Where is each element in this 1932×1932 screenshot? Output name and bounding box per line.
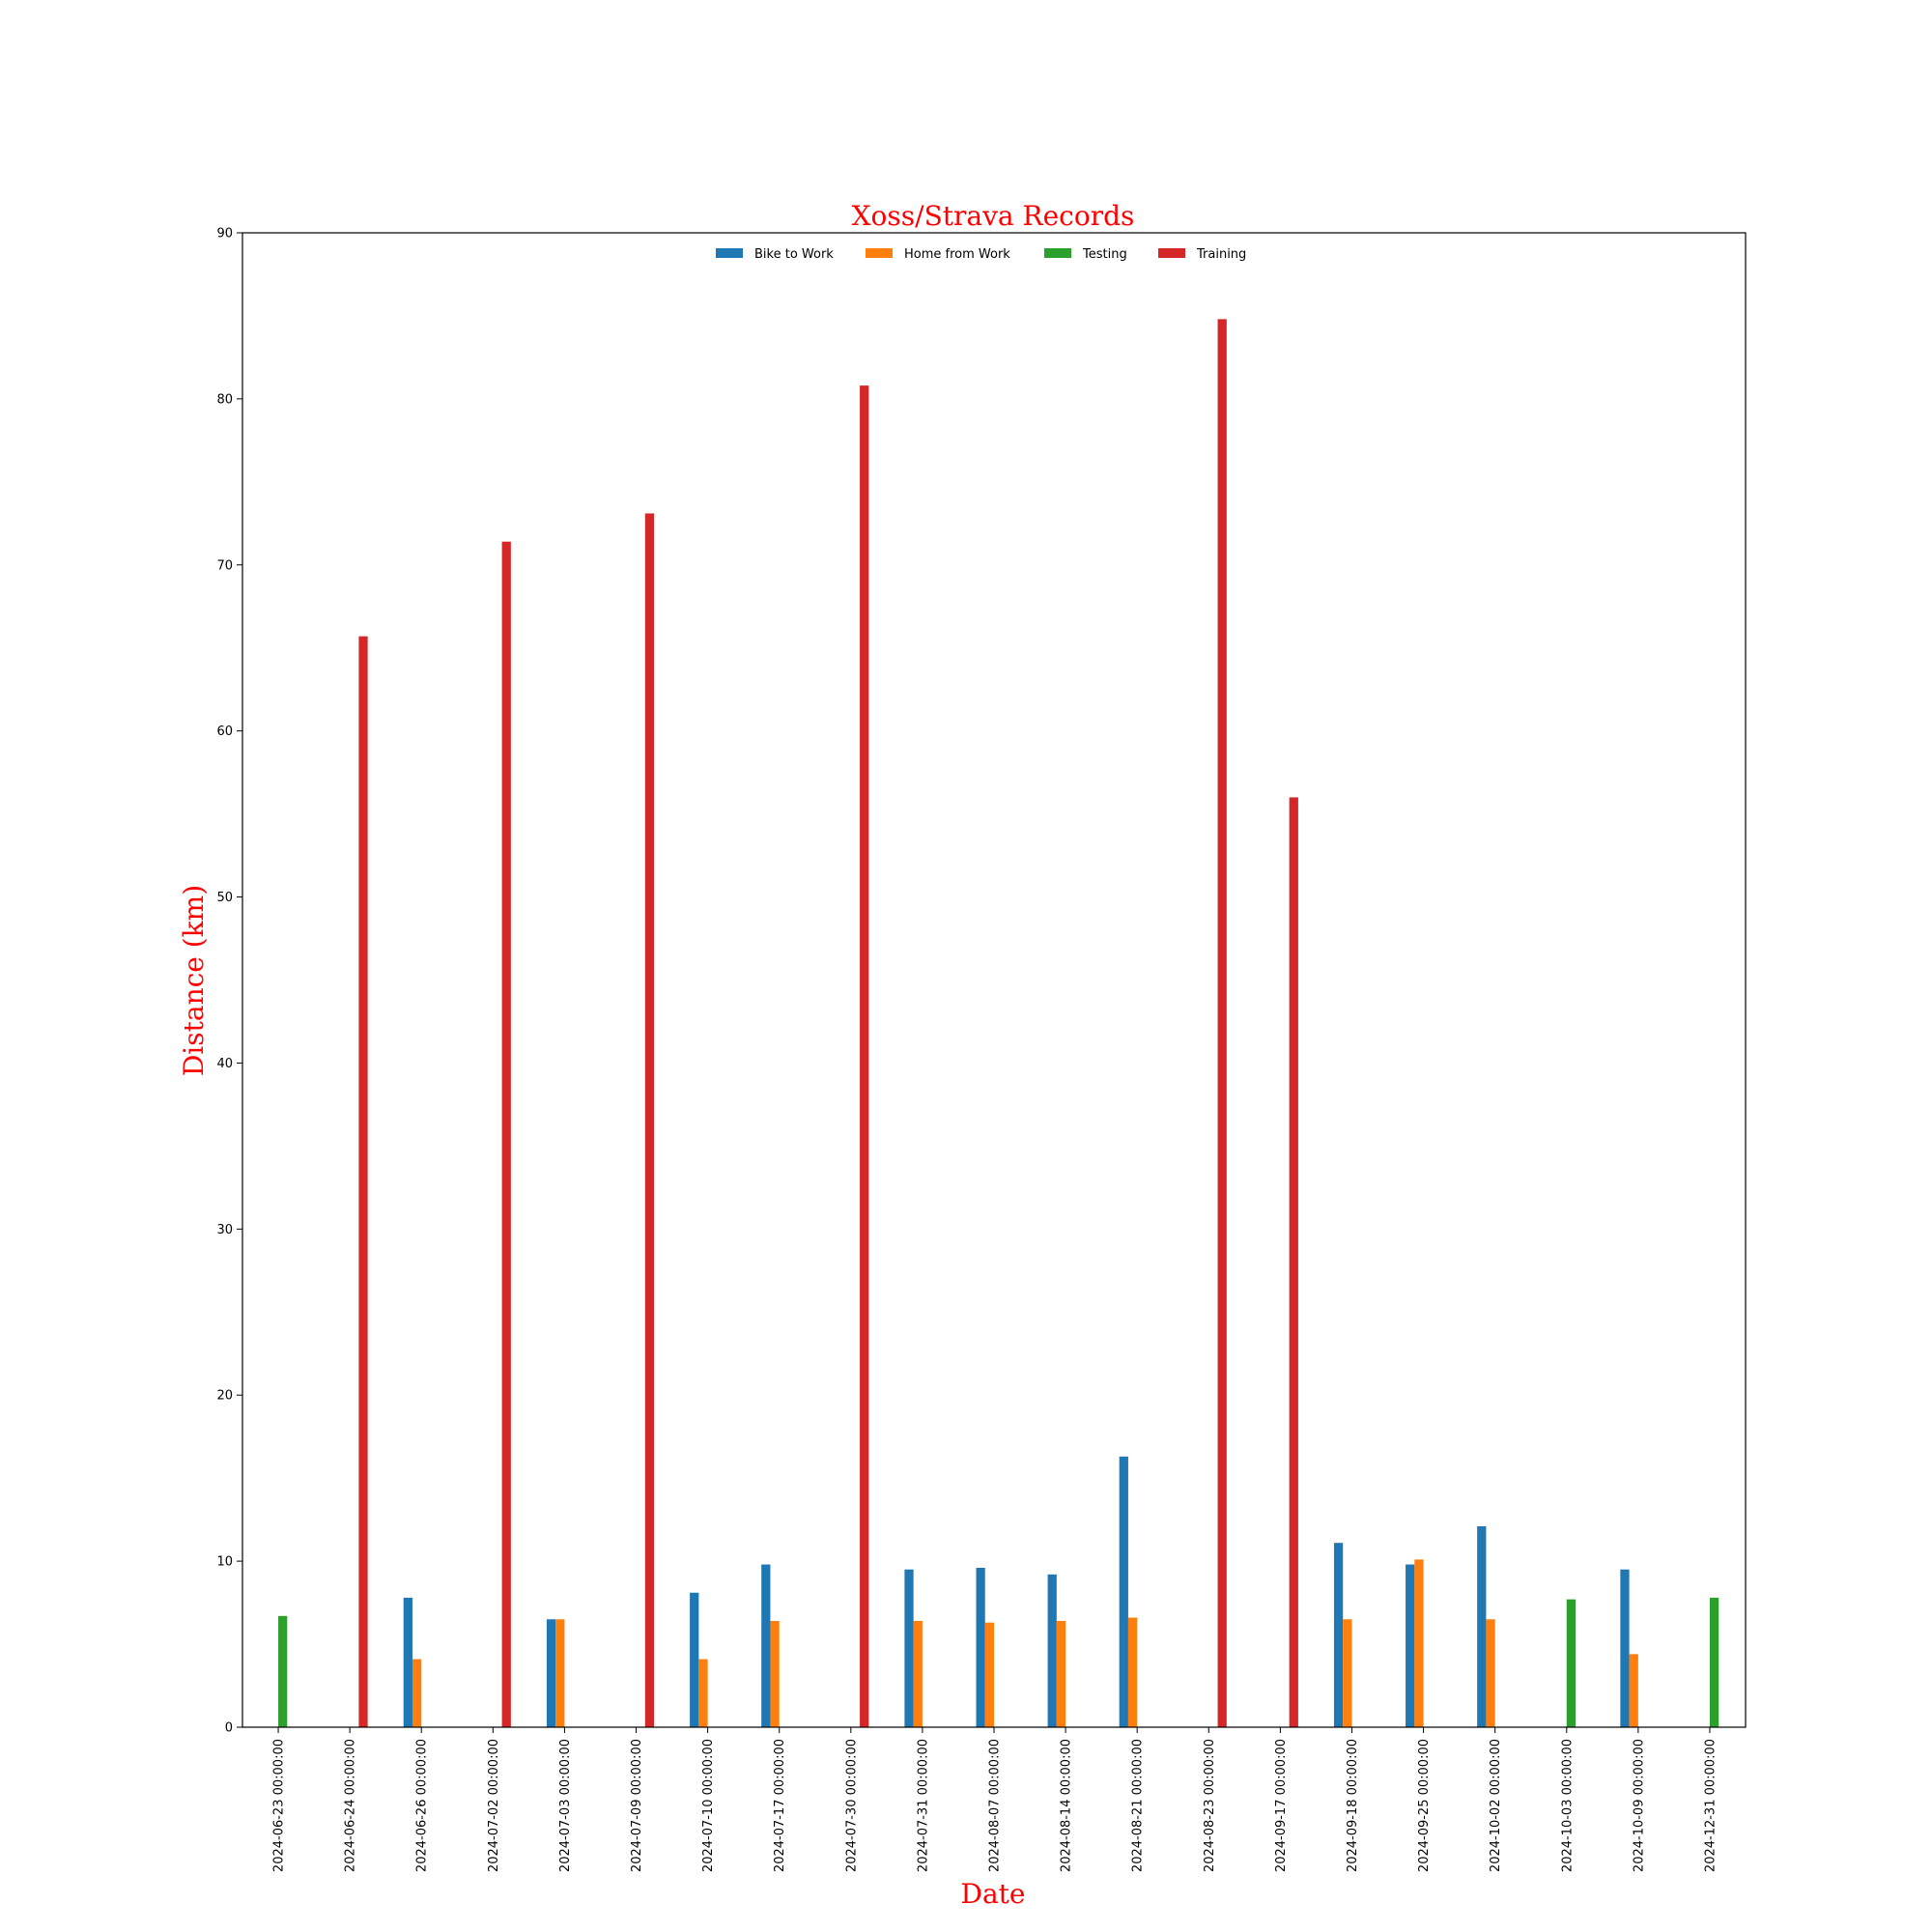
bar-training-2024-07-09: [644, 513, 655, 1727]
bar-home-from-work-2024-07-10: [698, 1659, 708, 1727]
y-tick-label: 50: [216, 891, 233, 905]
y-tick-label: 80: [216, 392, 233, 407]
y-tick-label: 90: [216, 227, 233, 242]
bar-home-from-work-2024-08-07: [984, 1622, 994, 1727]
legend-label: Testing: [1082, 247, 1127, 262]
bar-home-from-work-2024-07-17: [770, 1620, 780, 1727]
bar-bike-to-work-2024-08-07: [976, 1567, 985, 1727]
chart-title: Xoss/Strava Records: [852, 200, 1135, 232]
x-tick-label: 2024-08-23 00:00:00: [1203, 1739, 1217, 1872]
x-axis-label: Date: [961, 1878, 1026, 1910]
x-axis-ticks: 2024-06-23 00:00:00 2024-06-24 00:00:00 20…: [272, 1727, 1718, 1872]
bar-home-from-work-2024-08-14: [1056, 1620, 1066, 1727]
y-tick-label: 20: [216, 1389, 233, 1404]
x-tick-label: 2024-08-14 00:00:00: [1060, 1739, 1074, 1872]
bar-bike-to-work-2024-07-03: [546, 1619, 556, 1727]
y-tick-label: 30: [216, 1223, 233, 1237]
bar-home-from-work-2024-10-09: [1629, 1654, 1638, 1727]
x-tick-label: 2024-09-17 00:00:00: [1274, 1739, 1289, 1872]
x-tick-label: 2024-09-18 00:00:00: [1346, 1739, 1360, 1872]
bar-home-from-work-2024-07-03: [555, 1619, 565, 1727]
x-tick-label: 2024-07-02 00:00:00: [487, 1739, 501, 1872]
bar-home-from-work-2024-07-31: [913, 1620, 923, 1727]
bar-home-from-work-2024-10-02: [1486, 1619, 1495, 1727]
bar-bike-to-work-2024-10-09: [1620, 1569, 1630, 1727]
y-tick-label: 70: [216, 558, 233, 573]
bar-home-from-work-2024-08-21: [1127, 1617, 1138, 1727]
bar-bike-to-work-2024-09-18: [1333, 1543, 1344, 1727]
x-tick-label: 2024-08-07 00:00:00: [988, 1739, 1003, 1872]
bar-home-from-work-2024-06-26: [412, 1659, 422, 1727]
plot-frame: [242, 232, 1747, 1728]
bar-training-2024-09-17: [1289, 797, 1298, 1727]
y-tick-label: 0: [225, 1721, 233, 1736]
bar-testing-2024-06-23: [278, 1615, 288, 1727]
x-tick-label: 2024-09-25 00:00:00: [1417, 1739, 1432, 1872]
bar-bike-to-work-2024-07-17: [761, 1564, 771, 1727]
bar-home-from-work-2024-09-18: [1343, 1619, 1352, 1727]
x-tick-label: 2024-10-03 00:00:00: [1560, 1739, 1575, 1872]
bar-training-2024-07-30: [860, 385, 869, 1727]
y-tick-label: 10: [216, 1555, 233, 1570]
bar-training-2024-08-23: [1217, 319, 1227, 1727]
y-axis-ticks: 0 10 20 30 40 50 60 70 80 90: [216, 227, 242, 1736]
legend-swatch: [1158, 248, 1185, 258]
bar-training-2024-07-02: [501, 541, 511, 1728]
y-axis-label: Distance (km): [178, 885, 210, 1076]
y-tick-label: 40: [216, 1057, 233, 1071]
x-tick-label: 2024-10-09 00:00:00: [1632, 1739, 1646, 1872]
x-tick-label: 2024-07-17 00:00:00: [773, 1739, 787, 1872]
bar-bike-to-work-2024-10-02: [1477, 1526, 1487, 1727]
x-tick-label: 2024-06-26 00:00:00: [415, 1739, 430, 1872]
bar-bike-to-work-2024-09-25: [1406, 1564, 1415, 1727]
bar-bike-to-work-2024-08-14: [1047, 1574, 1057, 1727]
x-tick-label: 2024-12-31 00:00:00: [1703, 1739, 1718, 1872]
bar-bike-to-work-2024-06-26: [403, 1597, 412, 1727]
x-tick-label: 2024-07-03 00:00:00: [558, 1739, 573, 1872]
x-tick-label: 2024-10-02 00:00:00: [1489, 1739, 1503, 1872]
legend-swatch: [716, 248, 743, 258]
legend-swatch: [866, 248, 893, 258]
legend-label: Training: [1196, 247, 1246, 262]
legend-swatch: [1044, 248, 1071, 258]
legend-label: Bike to Work: [754, 247, 834, 262]
x-tick-label: 2024-07-09 00:00:00: [630, 1739, 644, 1872]
legend: Bike to Work Home from Work Testing Trainin…: [716, 247, 1246, 262]
bar-training-2024-06-24: [358, 636, 368, 1728]
bar-testing-2024-12-31: [1709, 1597, 1719, 1727]
y-tick-label: 60: [216, 724, 233, 739]
bar-bike-to-work-2024-08-21: [1119, 1456, 1128, 1727]
bar-home-from-work-2024-09-25: [1414, 1559, 1424, 1727]
bar-testing-2024-10-03: [1566, 1599, 1577, 1727]
x-tick-label: 2024-06-24 00:00:00: [344, 1739, 358, 1872]
legend-label: Home from Work: [904, 247, 1010, 262]
bar-bike-to-work-2024-07-10: [690, 1592, 699, 1727]
x-tick-label: 2024-06-23 00:00:00: [272, 1739, 287, 1872]
bars-layer: [278, 319, 1719, 1728]
bar-bike-to-work-2024-07-31: [904, 1569, 914, 1727]
x-tick-label: 2024-08-21 00:00:00: [1131, 1739, 1146, 1872]
x-tick-label: 2024-07-31 00:00:00: [916, 1739, 930, 1872]
x-tick-label: 2024-07-10 00:00:00: [701, 1739, 716, 1872]
x-tick-label: 2024-07-30 00:00:00: [844, 1739, 859, 1872]
